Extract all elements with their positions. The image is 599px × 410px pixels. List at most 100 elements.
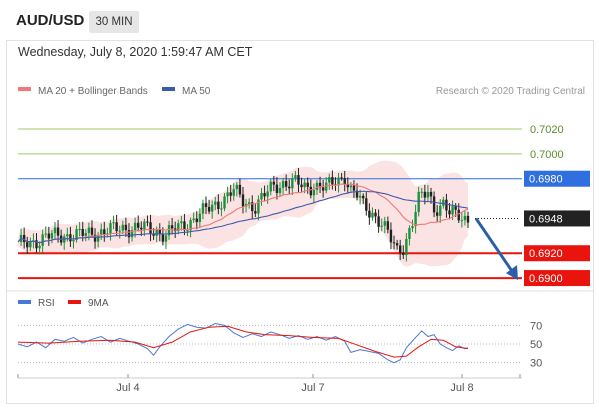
candle-body [269, 181, 272, 192]
level-label-0: 0.7020 [530, 124, 564, 136]
candle-body [204, 203, 208, 207]
candle-body [315, 182, 319, 190]
candle-body [328, 177, 331, 183]
candle-body [288, 186, 291, 189]
candle-body [303, 182, 306, 188]
chart-header: AUD/USD 30 MIN [0, 0, 599, 40]
candle-body [448, 210, 451, 215]
candle-body [87, 227, 91, 234]
candle-body [66, 234, 69, 237]
candle-body [414, 212, 417, 227]
candle-body [263, 192, 266, 197]
candle-body [167, 225, 171, 236]
candle-body [106, 233, 109, 235]
legend-swatch-ma50 [162, 87, 175, 91]
candle-body [226, 192, 229, 197]
candle-body [47, 233, 51, 239]
candle-body [426, 191, 430, 198]
candle-body [297, 175, 300, 185]
candle-body [423, 191, 427, 198]
candle-body [417, 191, 420, 213]
rsi-line [17, 322, 469, 364]
rsi-legend-swatch-1 [68, 300, 81, 304]
candle-body [207, 206, 211, 212]
candle-body [170, 225, 174, 229]
candle-body [109, 223, 112, 234]
candle-body [386, 221, 390, 230]
legend-label-ma20: MA 20 + Bollinger Bands [38, 86, 148, 97]
chart-frame [6, 40, 594, 404]
candle-body [247, 202, 251, 204]
candle-body [214, 201, 217, 205]
candle-body [146, 221, 149, 223]
rsi-legend-label-1: 9MA [88, 298, 109, 309]
rsi-legend-label-0: RSI [38, 298, 55, 309]
candle-body [439, 205, 442, 216]
current-price-label: 0.6948 [529, 213, 563, 225]
candle-body [210, 204, 214, 212]
candle-body [177, 223, 180, 232]
candle-body [337, 177, 340, 186]
candle-body [272, 181, 276, 185]
candle-body [44, 233, 47, 235]
candle-body [90, 227, 94, 235]
candle-body [220, 208, 223, 210]
candle-body [201, 203, 205, 214]
candle-body [53, 227, 57, 234]
rsi-tick-70: 70 [530, 320, 542, 332]
candle-body [365, 198, 368, 211]
candle-body [155, 229, 158, 236]
candle-body [198, 213, 202, 223]
candle-body [81, 228, 84, 236]
ma50-line [17, 190, 469, 244]
candle-body [251, 202, 254, 212]
candle-body [217, 201, 220, 210]
candle-body [29, 241, 32, 248]
candle-body [229, 192, 232, 196]
candle-body [257, 199, 260, 214]
legend-swatch-ma20 [18, 87, 31, 91]
candle-body [343, 178, 346, 185]
candle-body [260, 192, 263, 200]
candle-body [22, 234, 26, 243]
forecast-arrow-head [506, 265, 518, 281]
candle-body [112, 222, 115, 224]
bollinger-band [18, 160, 468, 267]
candle-body [115, 222, 118, 232]
candle-body [133, 222, 137, 231]
candle-body [389, 229, 393, 243]
candle-body [164, 235, 168, 242]
candle-body [309, 186, 313, 196]
candle-body [266, 191, 269, 197]
candle-body [374, 212, 377, 217]
candle-body [50, 233, 54, 239]
candle-body [312, 189, 316, 196]
candle-body [121, 224, 124, 231]
level-label-2: 0.6980 [529, 174, 563, 186]
candle-body [235, 184, 239, 190]
candle-body [435, 212, 439, 216]
candle-body [284, 181, 288, 187]
rsi-tick-50: 50 [530, 339, 542, 351]
candle-body [275, 184, 279, 193]
candle-body [411, 226, 414, 229]
candle-body [41, 234, 44, 246]
candle-body [127, 230, 131, 238]
candle-body [368, 210, 371, 218]
candle-body [158, 229, 161, 235]
candle-body [429, 191, 433, 197]
ma20-line [17, 183, 469, 244]
candle-body [161, 234, 165, 242]
candle-body [223, 196, 226, 209]
candle-body [137, 222, 140, 228]
candle-body [291, 178, 294, 189]
level-badge-5 [524, 270, 590, 287]
candle-body [26, 242, 29, 248]
candle-body [63, 236, 66, 243]
timeframe-badge[interactable]: 30 MIN [89, 11, 139, 33]
x-tick-label-1: Jul 7 [301, 382, 324, 394]
candle-body [254, 211, 257, 214]
candle-body [78, 228, 81, 230]
candle-body [362, 195, 365, 199]
